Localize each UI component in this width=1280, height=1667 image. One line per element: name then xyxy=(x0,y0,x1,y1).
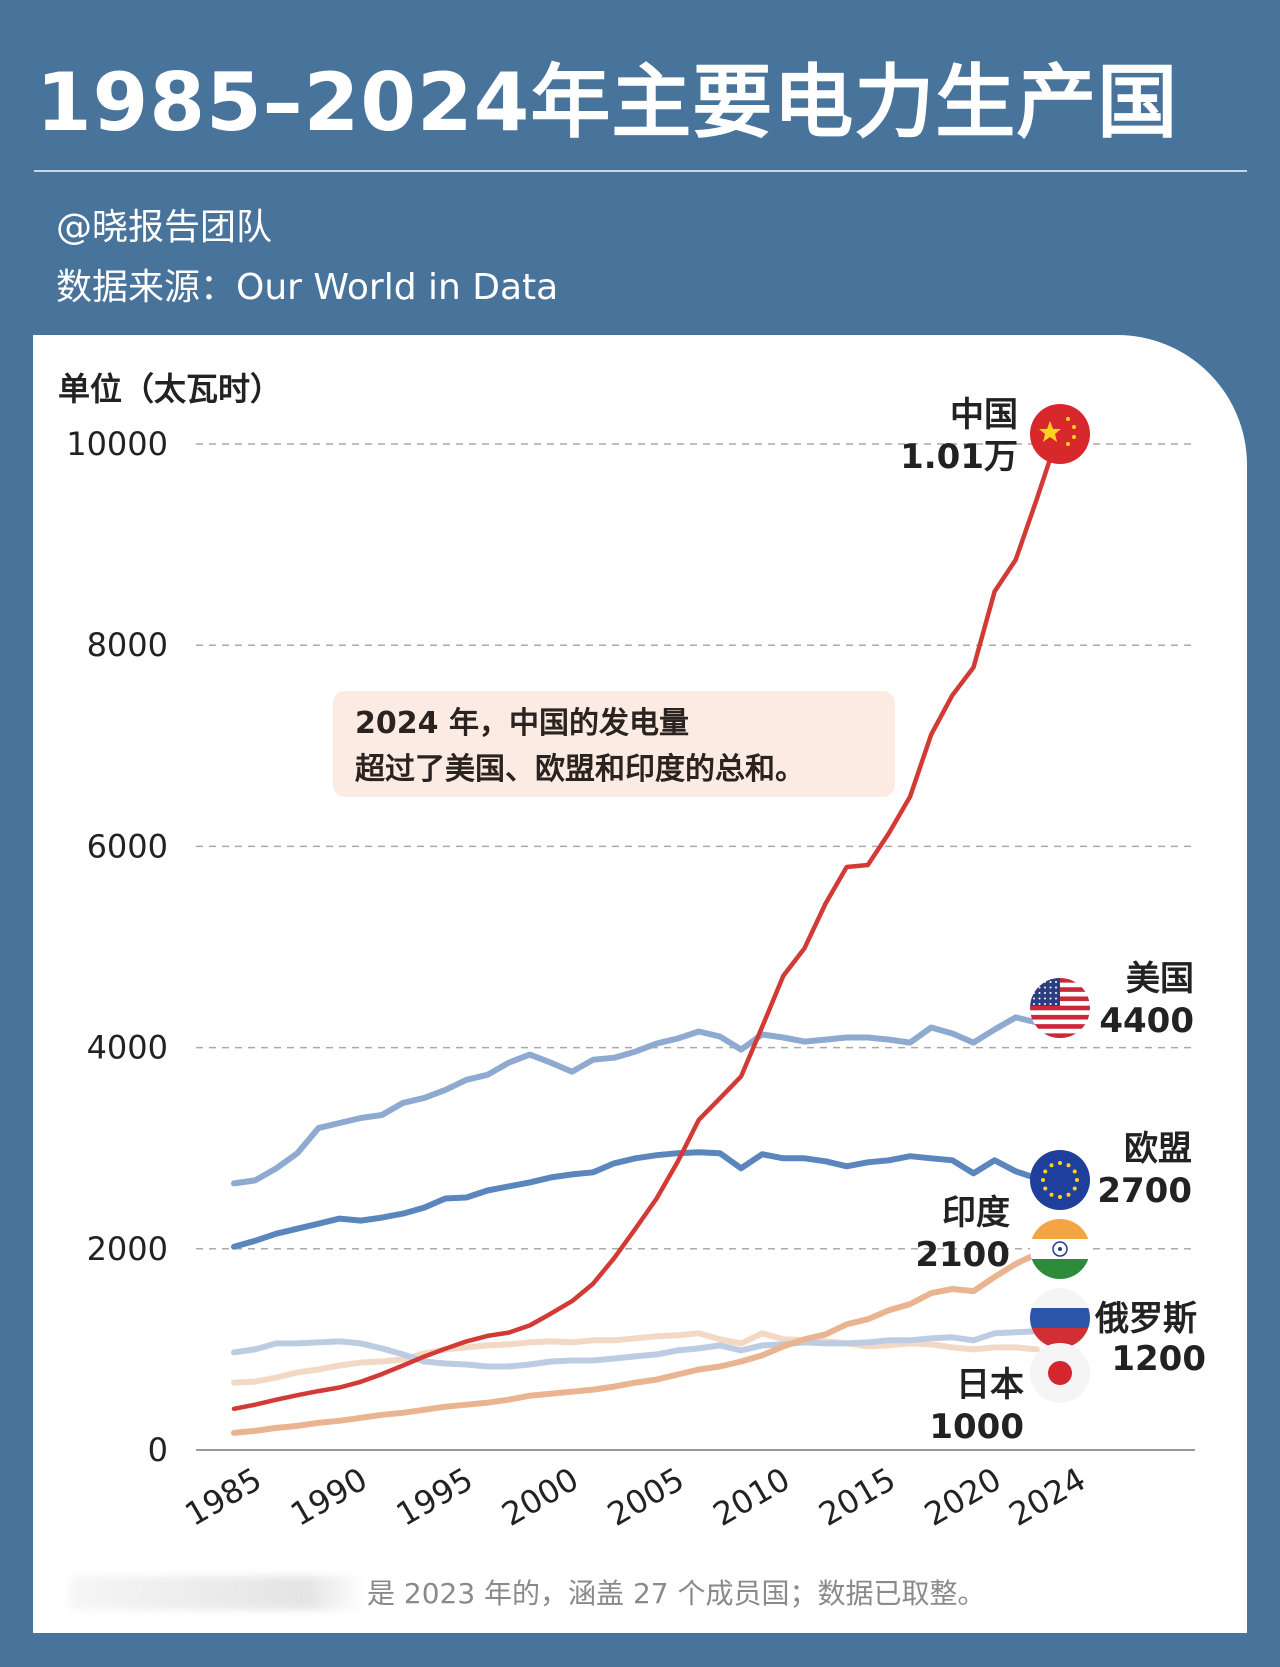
india-flag-icon xyxy=(1030,1219,1090,1279)
flag-star xyxy=(1066,1192,1071,1197)
flag-star xyxy=(1055,1003,1057,1005)
flag-star xyxy=(1038,997,1041,1000)
japan-flag-icon xyxy=(1030,1343,1090,1403)
series-line-india xyxy=(231,1235,1061,1436)
china-flag-icon xyxy=(1030,404,1090,464)
flag-star xyxy=(1075,1178,1079,1182)
flag-star xyxy=(1072,1186,1077,1191)
title-divider xyxy=(34,170,1247,172)
flag-stripe xyxy=(1030,1024,1090,1029)
y-tick-label: 4000 xyxy=(87,1029,168,1067)
x-tick-label: 1985 xyxy=(178,1460,268,1534)
flag-star xyxy=(1044,981,1046,983)
flag-star xyxy=(1038,981,1041,983)
flag-star xyxy=(1033,992,1035,994)
series-line-china xyxy=(231,432,1061,1412)
y-tick-label: 10000 xyxy=(66,425,168,463)
author-credit: @晓报告团队 xyxy=(56,207,273,248)
flag-star xyxy=(1041,1178,1045,1182)
annotation-box: 2024 年，中国的发电量 超过了美国、欧盟和印度的总和。 xyxy=(333,691,895,797)
flag-star xyxy=(1033,981,1035,983)
flag-star xyxy=(1044,992,1046,994)
eu-value-label: 2700 xyxy=(1097,1171,1192,1211)
x-tick-label: 1990 xyxy=(284,1460,374,1534)
flag-star xyxy=(1043,1186,1048,1191)
flag-star xyxy=(1049,1163,1054,1168)
y-axis-label: 单位（太瓦时） xyxy=(58,370,283,408)
russia-flag-icon xyxy=(1030,1288,1090,1348)
flag-stripe xyxy=(1030,1033,1090,1038)
y-tick-label: 2000 xyxy=(87,1230,168,1268)
series-line-japan xyxy=(231,1330,1040,1386)
flag-star xyxy=(1038,992,1041,994)
flag-star xyxy=(1049,992,1052,994)
flag-star xyxy=(1058,1195,1062,1199)
flag-star xyxy=(1038,1003,1041,1005)
japan-value-label: 1000 xyxy=(929,1407,1024,1447)
eu-flag-icon xyxy=(1030,1150,1090,1210)
flag-star xyxy=(1049,1003,1052,1005)
flag-star xyxy=(1049,1192,1054,1197)
x-tick-label: 2015 xyxy=(812,1460,902,1534)
flag-star xyxy=(1033,997,1035,1000)
x-tick-label: 2005 xyxy=(601,1460,691,1534)
flag-star xyxy=(1055,997,1057,1000)
flag-star xyxy=(1055,992,1057,994)
flag-star xyxy=(1066,1163,1071,1168)
annotation-line-2: 超过了美国、欧盟和印度的总和。 xyxy=(355,752,805,787)
flag-stripe xyxy=(1030,1014,1090,1020)
blurred-footnote-prefix xyxy=(70,1576,365,1610)
flag-star xyxy=(1044,997,1046,1000)
china-value-label: 1.01万 xyxy=(900,437,1018,477)
flag-star xyxy=(1049,986,1052,989)
flag-stripe xyxy=(1030,1005,1090,1011)
flag-star xyxy=(1049,981,1052,983)
flag-star xyxy=(1058,1161,1062,1165)
flag-star xyxy=(1044,1003,1046,1005)
japan-name-label: 日本 xyxy=(956,1365,1024,1405)
series-line-eu xyxy=(231,1149,1040,1250)
page-title: 1985–2024年主要电力生产国 xyxy=(36,56,1179,149)
flag-star xyxy=(1033,986,1035,989)
y-tick-label: 8000 xyxy=(87,626,168,664)
flag-star xyxy=(1033,1003,1035,1005)
x-tick-label: 1995 xyxy=(390,1460,480,1534)
flag-star xyxy=(1049,997,1052,1000)
footnote: 是 2023 年的，涵盖 27 个成员国；数据已取整。 xyxy=(367,1577,986,1610)
flag-star xyxy=(1055,981,1057,983)
china-name-label: 中国 xyxy=(950,395,1018,435)
flag-star xyxy=(1055,986,1057,989)
x-tick-label: 2020 xyxy=(918,1460,1008,1534)
series-line-russia xyxy=(231,1328,1040,1370)
eu-name-label: 欧盟 xyxy=(1124,1129,1192,1169)
series-line-usa xyxy=(231,1014,1040,1187)
annotation-line-1: 2024 年，中国的发电量 xyxy=(355,706,689,741)
x-tick-label: 2010 xyxy=(707,1460,797,1534)
usa-name-label: 美国 xyxy=(1126,959,1194,999)
usa-value-label: 4400 xyxy=(1099,1001,1194,1041)
y-tick-label: 6000 xyxy=(87,827,168,865)
flag-star xyxy=(1044,986,1046,989)
russia-name-label: 俄罗斯 xyxy=(1094,1299,1197,1339)
data-source: 数据来源：Our World in Data xyxy=(56,267,559,308)
india-name-label: 印度 xyxy=(942,1193,1010,1233)
india-value-label: 2100 xyxy=(915,1235,1010,1275)
russia-value-label: 1200 xyxy=(1111,1339,1206,1379)
y-tick-label: 0 xyxy=(148,1431,168,1469)
flag-star xyxy=(1072,1169,1077,1174)
flag-star xyxy=(1043,1169,1048,1174)
x-tick-label: 2024 xyxy=(1002,1460,1092,1534)
flag-star xyxy=(1038,986,1041,989)
x-tick-label: 2000 xyxy=(495,1460,585,1534)
usa-flag-icon xyxy=(1030,978,1090,1038)
